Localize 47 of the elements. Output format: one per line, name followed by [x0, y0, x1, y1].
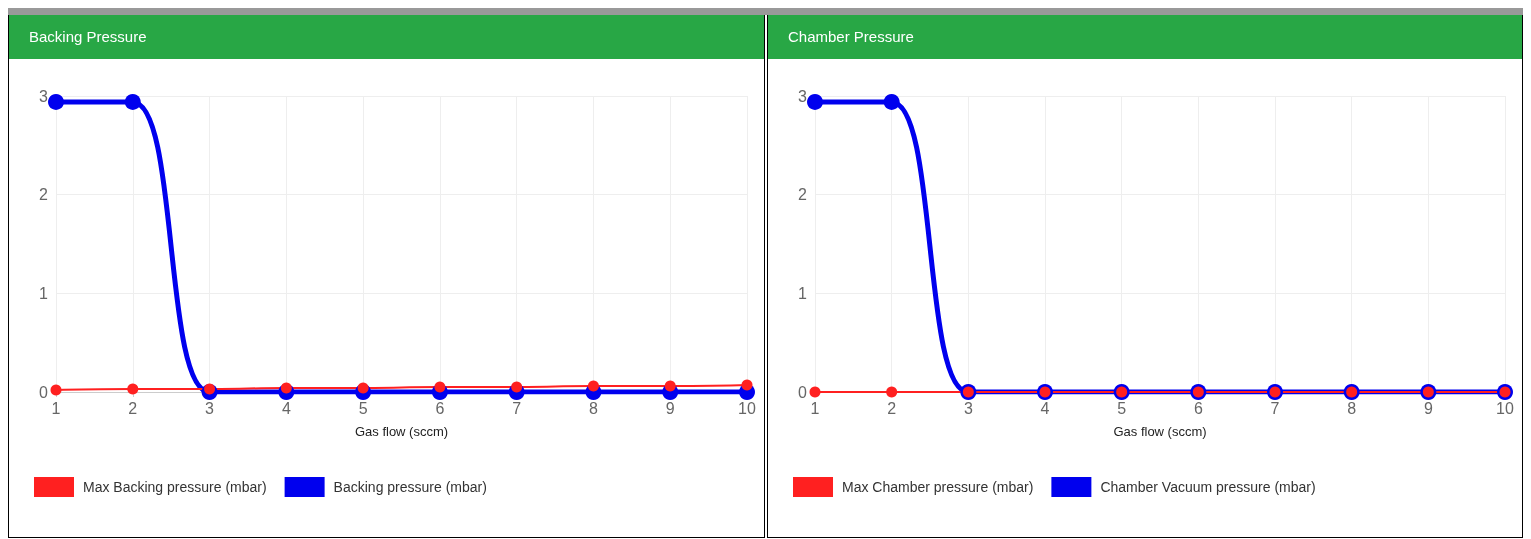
x-tick-label: 1	[51, 399, 61, 417]
legend-label: Max Chamber pressure (mbar)	[842, 479, 1034, 495]
point	[48, 93, 64, 110]
x-tick-label: 9	[1423, 399, 1433, 417]
x-tick-label: 8	[1347, 399, 1357, 417]
x-tick-label: 4	[281, 399, 291, 417]
x-tick-label: 2	[128, 399, 138, 417]
point	[357, 382, 369, 394]
x-tick-label: 7	[1270, 399, 1280, 417]
y-tick-label: 1	[798, 284, 808, 302]
y-tick-label: 0	[798, 383, 808, 401]
point	[664, 380, 676, 392]
x-tick-label: 6	[435, 399, 445, 417]
x-tick-label: 3	[963, 399, 973, 417]
x-tick-label: 1	[810, 399, 820, 417]
chart-title: Chamber Pressure	[768, 15, 1522, 59]
y-tick-label: 3	[39, 87, 49, 105]
x-tick-label: 8	[588, 399, 598, 417]
legend-label: Backing pressure (mbar)	[333, 479, 487, 495]
x-axis-title: Gas flow (sccm)	[354, 424, 449, 439]
legend-label: Chamber Vacuum pressure (mbar)	[1100, 479, 1316, 495]
y-tick-label: 3	[798, 87, 808, 105]
x-tick-label: 3	[205, 399, 215, 417]
x-tick-label: 5	[358, 399, 368, 417]
y-tick-label: 0	[39, 383, 49, 401]
y-tick-label: 2	[798, 186, 808, 204]
point	[124, 93, 141, 110]
point	[127, 383, 139, 395]
point	[50, 384, 62, 396]
x-tick-label: 2	[887, 399, 897, 417]
point	[511, 381, 523, 393]
x-tick-label: 9	[665, 399, 675, 417]
point	[741, 379, 753, 391]
point	[280, 382, 292, 394]
x-tick-label: 7	[512, 399, 522, 417]
x-tick-label: 10	[738, 399, 756, 417]
x-tick-label: 5	[1117, 399, 1127, 417]
point	[587, 380, 599, 392]
y-tick-label: 1	[39, 284, 49, 302]
x-tick-label: 4	[1040, 399, 1050, 417]
y-tick-label: 2	[39, 186, 49, 204]
point	[434, 381, 446, 393]
x-tick-label: 10	[1496, 399, 1514, 417]
legend-label: Max Backing pressure (mbar)	[83, 479, 267, 495]
x-axis-title: Gas flow (sccm)	[1113, 424, 1207, 439]
x-tick-label: 6	[1193, 399, 1203, 417]
chart-title: Backing Pressure	[9, 15, 764, 59]
